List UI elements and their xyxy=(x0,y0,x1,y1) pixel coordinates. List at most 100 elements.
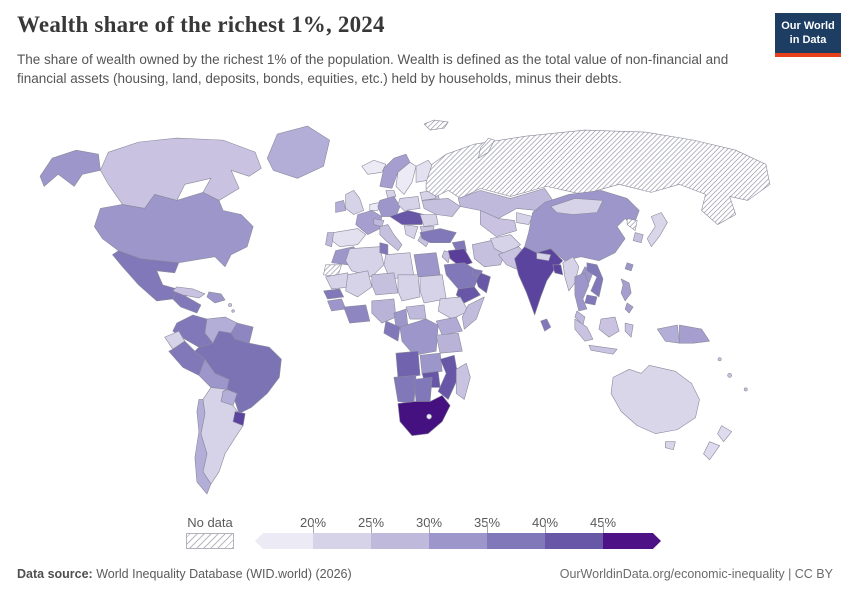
region-uganda-kenya[interactable] xyxy=(435,316,463,336)
region-mozambique[interactable] xyxy=(437,354,459,400)
region-cameroon[interactable] xyxy=(393,308,409,328)
region-australia[interactable] xyxy=(610,364,700,434)
region-cambodia[interactable] xyxy=(584,294,598,306)
region-tasmania[interactable] xyxy=(665,441,676,451)
region-sulawesi[interactable] xyxy=(624,322,634,338)
region-south-korea[interactable] xyxy=(632,232,644,243)
region-borneo[interactable] xyxy=(598,316,620,338)
region-cuba[interactable] xyxy=(172,286,206,299)
region-lesotho[interactable] xyxy=(426,413,432,420)
region-north-korea-nodata[interactable] xyxy=(626,218,638,231)
region-balkans[interactable] xyxy=(403,224,419,239)
region-senegal[interactable] xyxy=(323,288,344,300)
region-spain[interactable] xyxy=(329,228,367,247)
region-benelux[interactable] xyxy=(369,202,381,211)
region-italy[interactable] xyxy=(379,224,403,251)
region-romania[interactable] xyxy=(419,214,439,227)
legend-no-data-swatch[interactable] xyxy=(186,533,234,549)
region-central-african-republic[interactable] xyxy=(405,304,427,320)
region-chad[interactable] xyxy=(397,274,421,302)
region-lesser-antilles[interactable] xyxy=(228,303,232,307)
legend-tick xyxy=(545,523,546,533)
region-zambia[interactable] xyxy=(419,352,443,374)
region-uk[interactable] xyxy=(345,190,365,215)
region-madagascar[interactable] xyxy=(455,362,471,400)
region-poland[interactable] xyxy=(397,196,421,211)
region-philippines-south[interactable] xyxy=(624,302,634,314)
region-angola[interactable] xyxy=(395,350,421,378)
region-germany[interactable] xyxy=(377,196,401,217)
region-taiwan[interactable] xyxy=(624,262,634,272)
region-nigeria[interactable] xyxy=(371,298,397,324)
region-canada[interactable] xyxy=(100,137,262,209)
legend-bin-under-20[interactable] xyxy=(255,533,313,549)
region-tanzania[interactable] xyxy=(435,332,463,354)
region-namibia[interactable] xyxy=(393,375,417,404)
region-turkey[interactable] xyxy=(419,228,457,243)
region-south-africa[interactable] xyxy=(397,395,451,436)
region-sudan[interactable] xyxy=(419,274,447,304)
region-pacific-island-2[interactable] xyxy=(743,387,748,392)
region-tunisia[interactable] xyxy=(379,242,389,256)
region-ukraine[interactable] xyxy=(421,198,461,217)
region-uzbekistan-turkmenistan[interactable] xyxy=(480,210,517,237)
region-pacific-island-1[interactable] xyxy=(727,373,732,378)
legend-tick-label: 35% xyxy=(474,515,500,530)
region-greenland[interactable] xyxy=(266,125,330,179)
region-chile[interactable] xyxy=(194,399,212,495)
region-vietnam[interactable] xyxy=(586,262,604,298)
region-syria[interactable] xyxy=(451,240,467,251)
region-philippines[interactable] xyxy=(620,278,632,302)
region-west-new-guinea[interactable] xyxy=(656,324,680,344)
region-kyrgyzstan-tajikistan[interactable] xyxy=(516,212,533,225)
region-norway[interactable] xyxy=(379,153,411,189)
region-mongolia[interactable] xyxy=(550,198,604,215)
region-congo-gabon[interactable] xyxy=(383,320,401,342)
region-java[interactable] xyxy=(588,344,618,355)
legend-bin-40-45[interactable] xyxy=(545,533,603,549)
region-uruguay[interactable] xyxy=(232,411,246,426)
region-lesser-antilles-2[interactable] xyxy=(231,309,235,313)
legend-tick-label: 30% xyxy=(416,515,442,530)
region-nepal[interactable] xyxy=(536,252,552,262)
region-japan[interactable] xyxy=(646,212,668,247)
logo-accent-bar xyxy=(775,52,841,57)
attribution-link[interactable]: OurWorldinData.org/economic-inequality |… xyxy=(559,567,833,581)
region-somalia[interactable] xyxy=(461,296,485,330)
region-svalbard-nodata[interactable] xyxy=(423,119,449,131)
legend-bin-25-30[interactable] xyxy=(371,533,429,549)
region-egypt[interactable] xyxy=(413,252,441,278)
region-new-zealand-south[interactable] xyxy=(703,441,720,461)
owid-logo[interactable]: Our World in Data xyxy=(775,13,841,57)
region-ethiopia[interactable] xyxy=(437,296,469,320)
region-mali[interactable] xyxy=(345,270,373,298)
region-oman[interactable] xyxy=(476,272,491,294)
region-yemen[interactable] xyxy=(455,286,481,304)
legend-bin-30-35[interactable] xyxy=(429,533,487,549)
region-bangladesh[interactable] xyxy=(552,264,564,276)
region-novaya-zemlya-nodata[interactable] xyxy=(478,137,495,159)
region-ireland[interactable] xyxy=(335,200,346,213)
region-portugal[interactable] xyxy=(325,232,334,247)
region-alaska[interactable] xyxy=(39,149,101,187)
region-iceland[interactable] xyxy=(361,159,387,175)
region-jordan-israel[interactable] xyxy=(441,250,451,264)
region-sumatra[interactable] xyxy=(574,318,594,342)
region-thailand[interactable] xyxy=(574,272,590,312)
region-sweden[interactable] xyxy=(395,161,417,195)
region-drc[interactable] xyxy=(399,318,439,356)
region-papua-new-guinea[interactable] xyxy=(679,324,710,344)
region-sri-lanka[interactable] xyxy=(540,318,552,332)
region-guinea[interactable] xyxy=(327,298,346,312)
legend-bin-20-25[interactable] xyxy=(313,533,371,549)
region-botswana[interactable] xyxy=(413,377,433,402)
legend-bin-over-45[interactable] xyxy=(603,533,661,549)
region-ivory-coast-ghana[interactable] xyxy=(343,304,371,324)
region-saudi-arabia[interactable] xyxy=(443,262,481,290)
region-pacific-island-3[interactable] xyxy=(717,357,722,362)
region-russia-nodata[interactable] xyxy=(425,129,771,225)
region-hispaniola[interactable] xyxy=(206,291,226,304)
legend-bin-35-40[interactable] xyxy=(487,533,545,549)
region-niger[interactable] xyxy=(371,272,399,296)
region-new-zealand-north[interactable] xyxy=(717,425,732,442)
